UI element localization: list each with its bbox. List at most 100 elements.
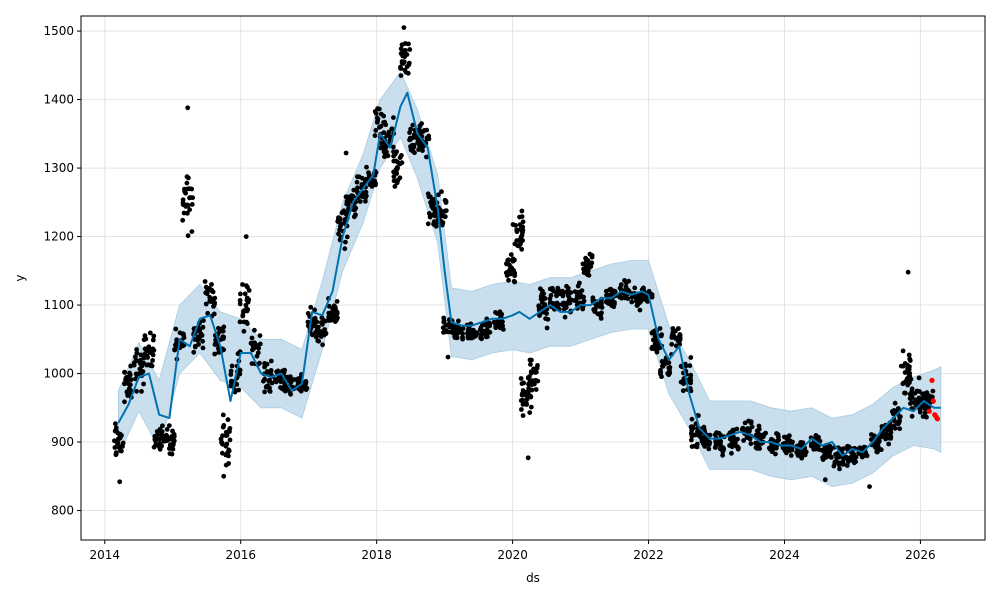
- observed-point: [580, 294, 586, 300]
- observed-point: [796, 450, 802, 456]
- observed-point: [216, 325, 221, 331]
- observed-point: [245, 321, 250, 326]
- observed-point: [400, 51, 406, 57]
- observed-point: [493, 310, 498, 315]
- observed-point: [568, 290, 574, 295]
- observed-point: [837, 466, 842, 472]
- observed-point: [512, 279, 518, 285]
- observed-point: [788, 453, 794, 458]
- observed-point: [150, 337, 156, 343]
- observed-point: [895, 420, 901, 426]
- observed-point: [527, 393, 533, 399]
- observed-point: [605, 300, 611, 306]
- observed-point: [398, 66, 404, 71]
- observed-point: [424, 154, 429, 160]
- observed-point: [884, 427, 890, 433]
- observed-point: [336, 231, 341, 237]
- observed-point: [539, 291, 545, 297]
- observed-point: [922, 410, 928, 416]
- observed-point: [690, 424, 696, 430]
- observed-point: [152, 433, 158, 439]
- observed-point: [401, 59, 407, 65]
- observed-point: [402, 48, 408, 53]
- observed-point: [172, 347, 178, 353]
- observed-point: [593, 306, 598, 312]
- observed-point: [581, 266, 586, 272]
- observed-point: [883, 431, 889, 437]
- observed-point: [782, 434, 787, 440]
- observed-point: [528, 387, 534, 393]
- observed-point: [127, 370, 132, 376]
- observed-point: [308, 304, 314, 310]
- observed-point: [373, 127, 379, 133]
- observed-point: [343, 239, 348, 245]
- observed-point: [769, 449, 775, 455]
- observed-point: [302, 385, 308, 390]
- observed-point: [150, 346, 156, 352]
- observed-point: [776, 434, 781, 440]
- y-tick-label-1300: 1300: [43, 161, 74, 175]
- observed-point: [275, 368, 281, 374]
- observed-point: [237, 319, 243, 325]
- observed-point: [363, 189, 369, 195]
- observed-point: [209, 282, 214, 287]
- observed-point: [701, 424, 707, 430]
- observed-point: [383, 122, 389, 128]
- observed-point: [456, 329, 462, 335]
- observed-point: [853, 454, 859, 460]
- observed-point: [404, 52, 410, 57]
- observed-point: [227, 437, 233, 443]
- observed-point: [494, 319, 500, 325]
- observed-point: [509, 265, 515, 271]
- x-tick-label-2018: 2018: [361, 548, 392, 562]
- observed-point: [850, 451, 856, 456]
- observed-point: [440, 325, 446, 331]
- observed-point: [608, 286, 614, 292]
- observed-point-outlier: [445, 354, 451, 360]
- observed-point: [514, 229, 520, 235]
- observed-point: [364, 176, 369, 182]
- observed-point: [262, 376, 268, 382]
- observed-point: [828, 454, 834, 460]
- observed-point: [747, 428, 752, 434]
- observed-point: [799, 455, 805, 461]
- observed-point: [118, 448, 123, 453]
- observed-point: [187, 207, 193, 213]
- observed-point: [426, 194, 432, 200]
- y-tick-label-1400: 1400: [43, 93, 74, 107]
- observed-point: [903, 390, 908, 396]
- observed-point: [398, 73, 404, 78]
- observed-point: [629, 299, 635, 305]
- observed-point: [642, 295, 647, 300]
- observed-point: [831, 463, 837, 469]
- observed-point: [907, 356, 913, 362]
- observed-point: [566, 294, 572, 299]
- observed-point: [860, 454, 866, 459]
- observed-point: [389, 126, 395, 132]
- observed-point-outlier: [401, 25, 407, 30]
- observed-point-outlier: [117, 479, 123, 485]
- observed-point: [399, 153, 404, 158]
- observed-point: [487, 323, 492, 329]
- observed-point: [554, 300, 560, 306]
- observed-point: [241, 328, 247, 334]
- observed-point: [342, 217, 348, 222]
- observed-point: [454, 335, 460, 341]
- observed-point: [909, 413, 915, 419]
- observed-point: [284, 374, 290, 380]
- observed-point: [729, 450, 734, 456]
- observed-point: [383, 152, 388, 157]
- observed-point: [469, 335, 475, 341]
- observed-point: [517, 214, 522, 220]
- observed-point: [343, 194, 349, 200]
- forecast-line: [117, 91, 941, 457]
- holdout-point: [934, 416, 941, 422]
- observed-point: [520, 391, 525, 397]
- observed-point: [447, 324, 453, 330]
- observed-point: [632, 285, 638, 291]
- observed-point: [493, 323, 499, 328]
- observed-point: [171, 438, 177, 444]
- observed-point: [846, 444, 852, 450]
- observed-point: [147, 350, 153, 355]
- observed-point: [257, 333, 263, 338]
